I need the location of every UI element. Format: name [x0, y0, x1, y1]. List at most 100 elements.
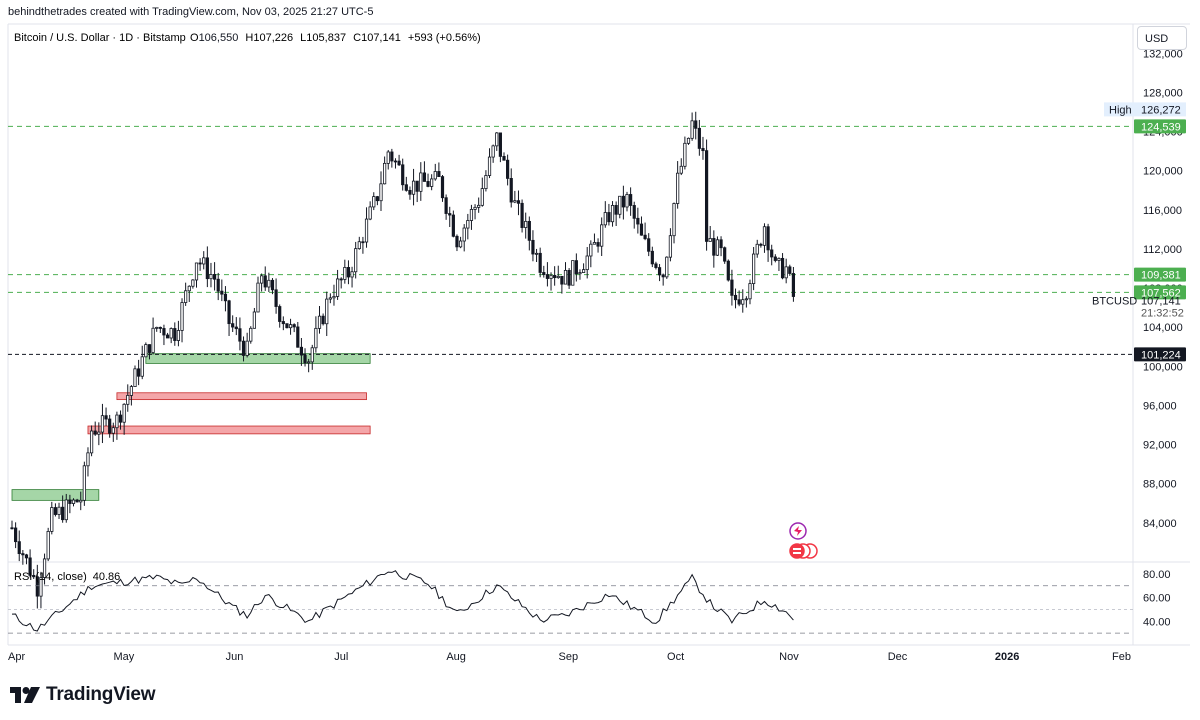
supply-zone[interactable] — [116, 392, 367, 401]
candle-body — [234, 326, 238, 330]
candle-body — [451, 214, 455, 237]
candle-body — [592, 242, 597, 245]
candle-body — [299, 346, 304, 356]
candle-body — [726, 260, 730, 281]
candle-body — [202, 257, 206, 265]
candle-body — [368, 206, 372, 220]
demand-zone[interactable] — [145, 353, 371, 364]
candle-body — [133, 368, 137, 387]
candle-body — [100, 415, 105, 433]
candle-body — [437, 171, 441, 178]
candle-body — [270, 279, 275, 291]
candle-body — [151, 327, 155, 353]
tradingview-logo: TradingView — [10, 684, 156, 706]
candle-body — [346, 267, 351, 278]
candle-body — [194, 262, 199, 281]
candle-body — [86, 452, 90, 467]
time-tick-label: Dec — [888, 651, 908, 663]
candle-body — [32, 574, 36, 578]
candle-body — [42, 558, 47, 578]
candle-body — [466, 220, 470, 229]
candle-body — [361, 241, 365, 244]
candle-body — [581, 269, 586, 273]
candle-body — [618, 195, 622, 215]
candle-body — [647, 238, 651, 252]
candle-body — [549, 274, 553, 279]
candle-body — [180, 302, 184, 331]
price-line-badge: 124,539 — [1141, 121, 1181, 133]
price-tick-label: 96,000 — [1143, 400, 1177, 412]
high-badge-bg — [1104, 102, 1186, 117]
candle-body — [288, 324, 293, 329]
candle-body — [285, 323, 289, 329]
candle-body — [122, 403, 126, 423]
economic-event-flag-icon[interactable] — [789, 543, 818, 559]
price-tick-label: 88,000 — [1143, 479, 1177, 491]
candle-body — [665, 256, 669, 278]
horizontal-lines-layer — [8, 125, 1133, 355]
currency-button[interactable]: USD — [1137, 26, 1187, 50]
candle-body — [426, 181, 430, 187]
candle-body — [332, 296, 336, 299]
candle-body — [57, 506, 61, 515]
last-price-value: 107,141 — [1141, 296, 1181, 308]
candle-body — [719, 239, 723, 249]
candle-body — [89, 430, 94, 454]
candle-body — [169, 328, 173, 339]
candle-body — [104, 415, 108, 420]
time-axis[interactable]: Apr May Jun Jul Aug Sep Oct Nov Dec 2026 Feb — [8, 651, 1131, 663]
rsi-pane[interactable]: 80.00 60.00 40.00 — [8, 569, 1171, 634]
legend-symbol: Bitcoin / U.S. Dollar · 1D · Bitstamp — [14, 32, 186, 44]
candle-body — [205, 257, 209, 280]
candle-body — [752, 253, 756, 284]
candle-body — [683, 142, 687, 167]
candle-body — [473, 206, 477, 210]
candle-body — [375, 196, 379, 202]
price-chart[interactable]: Bitcoin / U.S. Dollar · 1D · Bitstamp O1… — [0, 0, 1200, 680]
price-tick-label: 128,000 — [1143, 87, 1183, 99]
candle-body — [632, 205, 636, 219]
candle-body — [697, 127, 701, 149]
candle-body — [639, 223, 644, 236]
candle-body — [21, 553, 25, 556]
candle-body — [281, 321, 285, 325]
price-line-badge-bg — [1134, 119, 1186, 134]
candle-body — [223, 293, 228, 302]
candle-body — [46, 531, 50, 560]
candle-body — [770, 249, 774, 258]
candle-body — [198, 262, 202, 265]
candle-body — [155, 326, 159, 329]
candle-body — [296, 326, 300, 348]
price-tick-label: 92,000 — [1143, 440, 1177, 452]
candle-body — [39, 577, 43, 597]
supply-zone[interactable] — [87, 425, 371, 435]
high-value: 126,272 — [1141, 104, 1181, 116]
candle-body — [610, 205, 615, 223]
candles-layer — [10, 111, 796, 609]
event-icon[interactable] — [789, 522, 807, 540]
candle-body — [538, 252, 542, 273]
candle-body — [513, 200, 517, 203]
candle-body — [455, 235, 459, 248]
candle-body — [162, 328, 166, 336]
candle-body — [744, 298, 748, 301]
candle-body — [401, 164, 405, 186]
candle-body — [784, 266, 788, 279]
chart-watermark: behindthetrades created with TradingView… — [8, 6, 374, 18]
candle-body — [704, 150, 709, 242]
candle-body — [419, 172, 423, 192]
demand-zone[interactable] — [11, 489, 100, 501]
candle-body — [108, 418, 112, 434]
candle-body — [411, 180, 416, 195]
candle-body — [393, 160, 398, 163]
candle-body — [176, 330, 181, 341]
candle-body — [448, 213, 452, 216]
candle-body — [520, 202, 524, 228]
candle-body — [292, 324, 296, 328]
candle-body — [694, 120, 698, 129]
candle-body — [487, 156, 492, 176]
candle-body — [433, 171, 437, 180]
price-line-badge: 109,381 — [1141, 270, 1181, 282]
time-tick-label: Sep — [559, 651, 579, 663]
rsi-line — [11, 570, 794, 632]
